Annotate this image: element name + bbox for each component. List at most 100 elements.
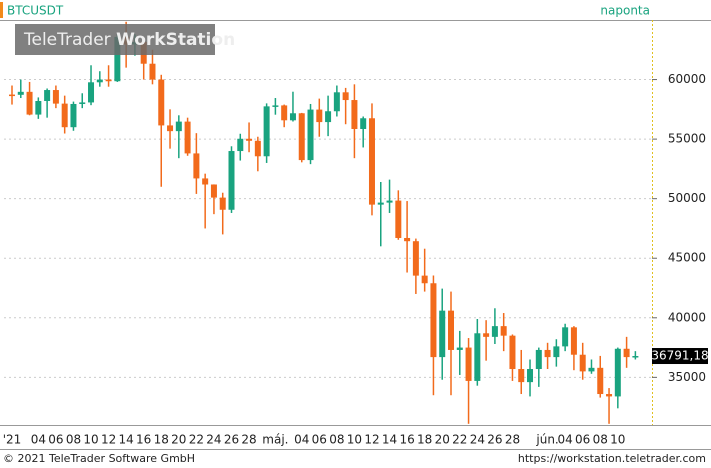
candle-body bbox=[289, 113, 296, 121]
candle-body bbox=[351, 100, 358, 129]
x-tick-label: máj. bbox=[262, 433, 288, 447]
candle-body bbox=[35, 101, 42, 115]
candle-body bbox=[395, 200, 402, 238]
candle-body bbox=[439, 310, 446, 358]
x-tick-label: 24 bbox=[470, 433, 485, 447]
x-tick-label: 06 bbox=[48, 433, 63, 447]
x-tick-label: 12 bbox=[364, 433, 379, 447]
candle-body bbox=[500, 326, 507, 336]
x-tick-label: 28 bbox=[505, 433, 520, 447]
copyright: © 2021 TeleTrader Software GmbH bbox=[3, 452, 195, 465]
x-tick-label: jún. bbox=[535, 433, 558, 447]
last-price-label: 36791,18 bbox=[651, 349, 708, 363]
candle-body bbox=[632, 356, 639, 358]
candle-body bbox=[272, 105, 279, 107]
candle-body bbox=[149, 63, 156, 80]
x-tick-label: 22 bbox=[452, 433, 467, 447]
candle-body bbox=[535, 349, 542, 370]
x-tick-label: 16 bbox=[399, 433, 414, 447]
candle-body bbox=[325, 111, 332, 123]
candle-body bbox=[570, 327, 577, 355]
candle-body bbox=[114, 36, 121, 82]
candle-body bbox=[404, 237, 411, 242]
x-tick-label: 12 bbox=[101, 433, 116, 447]
x-tick-label: 10 bbox=[83, 433, 98, 447]
candle-body bbox=[52, 90, 59, 104]
candle-body bbox=[421, 275, 428, 284]
y-tick-label: 50000 bbox=[668, 191, 706, 205]
candle-body bbox=[483, 333, 490, 337]
x-tick-label: 20 bbox=[435, 433, 450, 447]
candle-body bbox=[377, 202, 384, 205]
candle-body bbox=[70, 103, 77, 128]
x-tick-label: 04 bbox=[294, 433, 309, 447]
x-tick-label: 14 bbox=[382, 433, 397, 447]
candle-body bbox=[333, 92, 340, 112]
candle-body bbox=[184, 121, 191, 154]
symbol-marker bbox=[0, 2, 3, 18]
x-tick-label: 26 bbox=[487, 433, 502, 447]
url: https://workstation.teletrader.com bbox=[518, 452, 706, 465]
candle-body bbox=[465, 347, 472, 381]
candle-body bbox=[544, 349, 551, 358]
candle-body bbox=[579, 354, 586, 372]
x-tick-label: 24 bbox=[206, 433, 221, 447]
candle-body bbox=[88, 82, 95, 103]
x-tick-label: 18 bbox=[417, 433, 432, 447]
x-tick-label: 22 bbox=[189, 433, 204, 447]
candle-body bbox=[263, 106, 270, 157]
x-tick-label: 04 bbox=[31, 433, 46, 447]
x-tick-label: 08 bbox=[329, 433, 344, 447]
candle-body bbox=[17, 91, 24, 95]
x-tick-label: 18 bbox=[154, 433, 169, 447]
y-tick-label: 60000 bbox=[668, 72, 706, 86]
candle-body bbox=[527, 369, 534, 383]
x-tick-label: 04 bbox=[557, 433, 572, 447]
candle-body bbox=[167, 125, 174, 132]
y-tick-label: 40000 bbox=[668, 310, 706, 324]
candle-body bbox=[26, 91, 33, 115]
candle-body bbox=[430, 283, 437, 358]
candle-body bbox=[368, 118, 375, 205]
x-tick-label: 14 bbox=[118, 433, 133, 447]
candle-body bbox=[491, 326, 498, 337]
last-price-box bbox=[652, 348, 708, 365]
candle-body bbox=[474, 333, 481, 381]
candle-body bbox=[448, 310, 454, 350]
x-tick-label: 06 bbox=[312, 433, 327, 447]
interval: naponta bbox=[600, 4, 650, 18]
y-tick-label: 45000 bbox=[668, 251, 706, 265]
candle-body bbox=[158, 79, 165, 126]
x-tick-label: 16 bbox=[136, 433, 151, 447]
candle-body bbox=[96, 79, 103, 83]
candle-body bbox=[202, 178, 209, 185]
candle-body bbox=[298, 113, 305, 161]
candle-body bbox=[316, 109, 323, 123]
candle-body bbox=[246, 138, 253, 141]
candle-body bbox=[386, 200, 393, 203]
x-tick-label: 10 bbox=[347, 433, 362, 447]
candle-body bbox=[228, 151, 235, 210]
candle-body bbox=[342, 92, 349, 101]
candle-body bbox=[210, 184, 217, 198]
candle-body bbox=[219, 197, 226, 210]
candle-body bbox=[360, 118, 367, 129]
watermark: TeleTrader WorkStation bbox=[23, 30, 235, 50]
x-tick-label: 06 bbox=[575, 433, 590, 447]
watermark-bold: WorkStation bbox=[116, 30, 235, 50]
x-tick-label: 10 bbox=[610, 433, 625, 447]
candle-body bbox=[456, 347, 463, 350]
x-tick-label: 08 bbox=[593, 433, 608, 447]
candle-body bbox=[105, 79, 112, 82]
candle-body bbox=[562, 327, 569, 347]
candle-body bbox=[518, 369, 525, 383]
candle-body bbox=[623, 348, 630, 358]
candle-body bbox=[254, 140, 261, 157]
x-tick-label: 08 bbox=[66, 433, 81, 447]
candle-body bbox=[509, 335, 516, 370]
candle-body bbox=[606, 394, 613, 397]
x-tick-label: 28 bbox=[241, 433, 256, 447]
symbol: BTCUSDT bbox=[7, 4, 64, 18]
